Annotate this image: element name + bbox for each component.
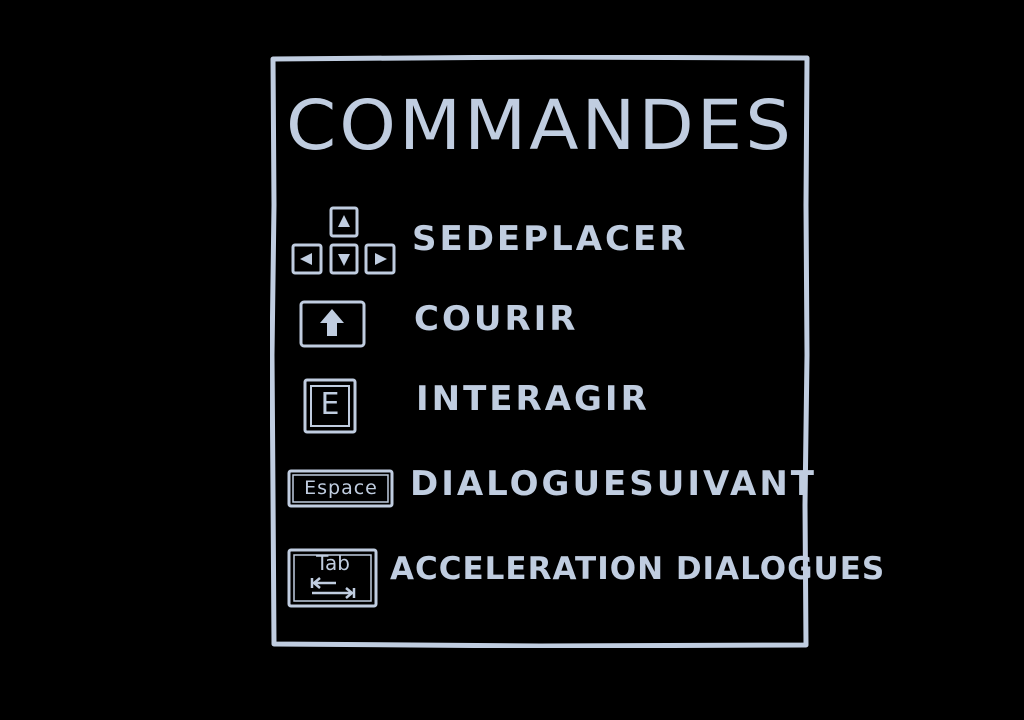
control-row-run: COURIR — [270, 295, 810, 365]
controls-panel: COMMANDES SEDEPLACER COURIR — [270, 55, 884, 648]
control-label-move: SEDEPLACER — [412, 219, 689, 259]
control-row-next-dialogue: Espace DIALOGUESUIVANT — [270, 460, 814, 530]
control-label-next-dialogue: DIALOGUESUIVANT — [410, 464, 817, 504]
e-key-icon — [303, 378, 357, 434]
arrow-keys-icon — [291, 206, 396, 275]
tab-key-text: Tab — [316, 551, 350, 575]
control-label-speed-dialogue: ACCELERATION DIALOGUES — [390, 551, 886, 587]
panel-frame — [270, 55, 810, 648]
control-label-interact: INTERAGIR — [416, 379, 650, 419]
tab-key-icon — [287, 548, 378, 608]
space-key-icon — [287, 469, 394, 508]
space-key-text: Espace — [304, 477, 378, 499]
control-row-move: SEDEPLACER — [270, 205, 810, 275]
control-row-interact: E INTERAGIR — [270, 375, 810, 445]
e-key-text: E — [320, 387, 340, 422]
control-label-run: COURIR — [414, 299, 579, 339]
panel-title: COMMANDES — [286, 85, 794, 165]
shift-key-icon — [299, 300, 366, 348]
control-row-speed-dialogue: Tab ACCELERATION DIALOGUES — [270, 545, 884, 615]
